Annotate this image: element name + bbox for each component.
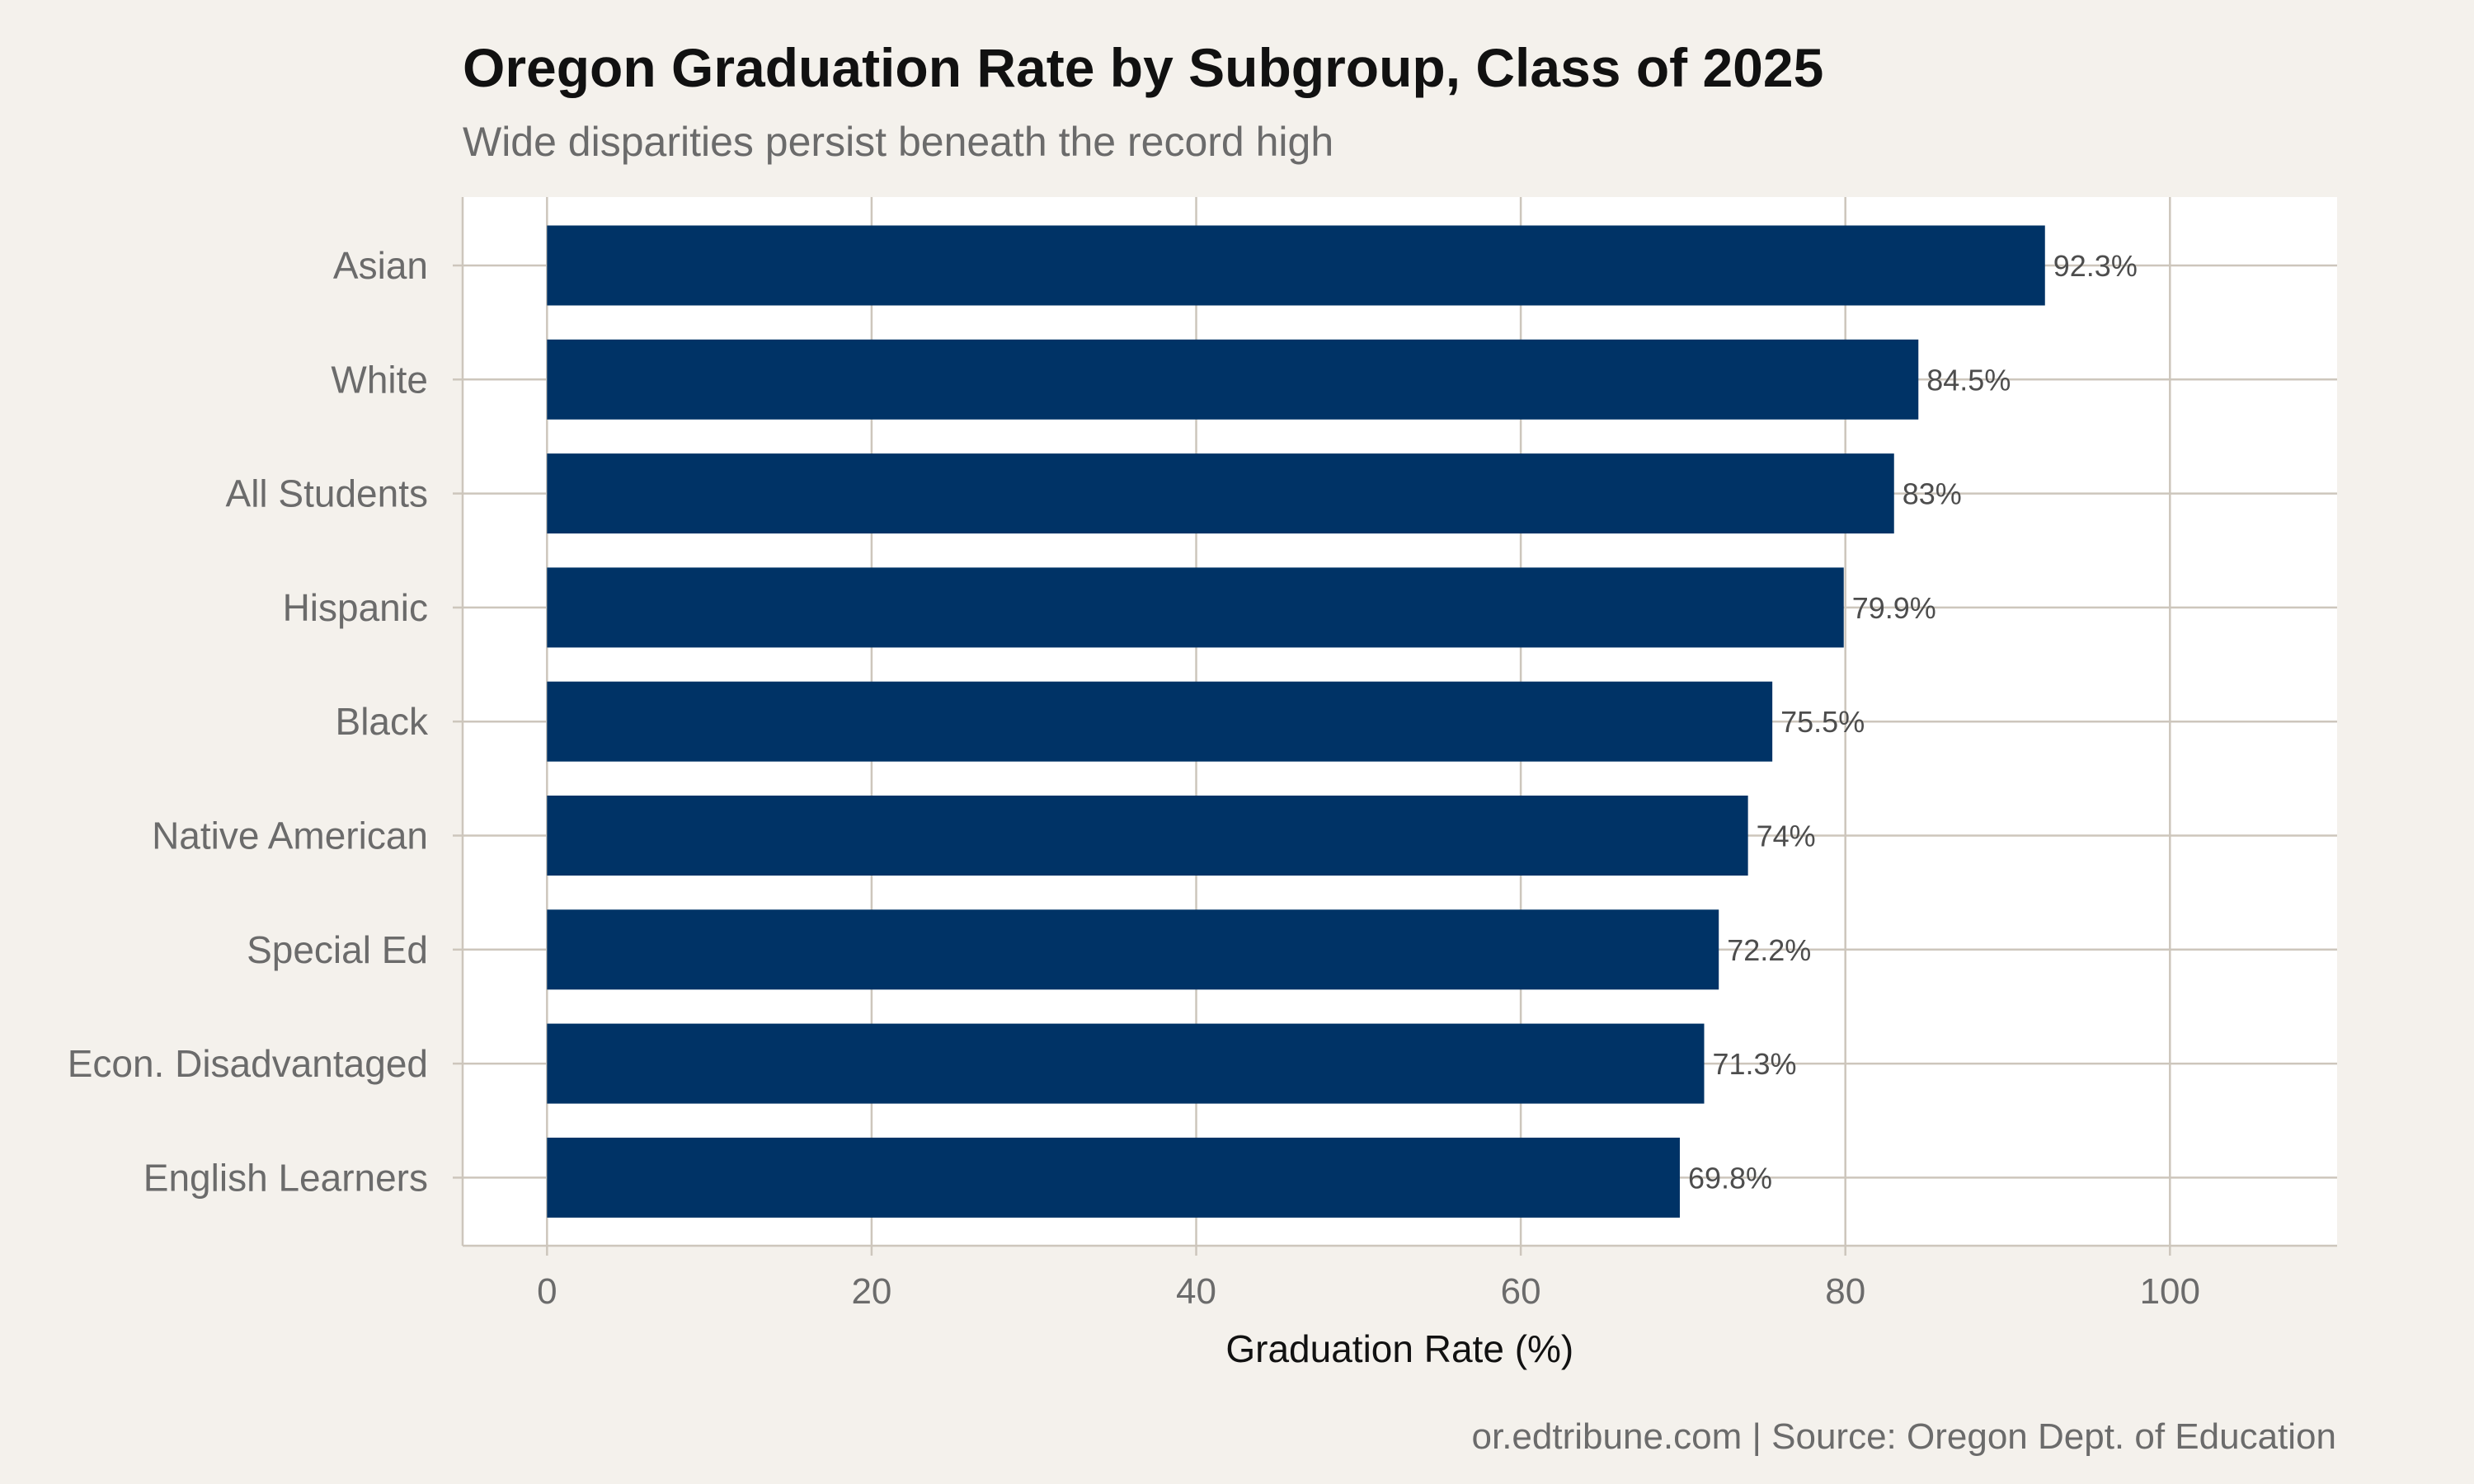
chart-title: Oregon Graduation Rate by Subgroup, Clas…	[463, 37, 1824, 98]
data-label: 84.5%	[1926, 363, 2011, 397]
bar	[547, 453, 1894, 534]
bar	[547, 1023, 1705, 1104]
x-tick-label: 20	[851, 1271, 891, 1312]
y-tick-label: Econ. Disadvantaged	[68, 1042, 428, 1085]
bar	[547, 225, 2045, 306]
chart-caption: or.edtribune.com | Source: Oregon Dept. …	[1471, 1416, 2336, 1457]
data-label: 72.2%	[1727, 933, 1811, 967]
data-label: 75.5%	[1780, 705, 1865, 739]
x-tick-label: 40	[1176, 1271, 1216, 1312]
x-tick-label: 0	[537, 1271, 557, 1312]
chart-subtitle: Wide disparities persist beneath the rec…	[463, 119, 1334, 165]
y-tick-label: All Students	[226, 472, 428, 515]
data-label: 69.8%	[1688, 1161, 1772, 1195]
data-label: 74%	[1757, 819, 1816, 853]
x-tick-label: 60	[1501, 1271, 1541, 1312]
data-label: 71.3%	[1712, 1047, 1796, 1081]
data-label: 79.9%	[1852, 591, 1936, 625]
y-tick-label: Black	[336, 700, 429, 743]
y-tick-label: English Learners	[143, 1156, 428, 1199]
x-tick-label: 80	[1825, 1271, 1865, 1312]
bar	[547, 339, 1919, 420]
bar	[547, 567, 1844, 648]
data-label: 92.3%	[2053, 249, 2138, 283]
x-axis-title: Graduation Rate (%)	[1225, 1327, 1573, 1370]
bar	[547, 681, 1773, 762]
data-label: 83%	[1903, 477, 1962, 511]
y-tick-label: Native American	[152, 815, 428, 857]
bar	[547, 909, 1719, 990]
y-tick-label: Hispanic	[283, 586, 428, 629]
x-tick-label: 100	[2140, 1271, 2200, 1312]
bar	[547, 796, 1748, 876]
y-tick-label: Asian	[333, 244, 428, 287]
y-tick-label: Special Ed	[247, 928, 428, 971]
bar	[547, 1137, 1680, 1218]
y-tick-label: White	[331, 358, 428, 401]
